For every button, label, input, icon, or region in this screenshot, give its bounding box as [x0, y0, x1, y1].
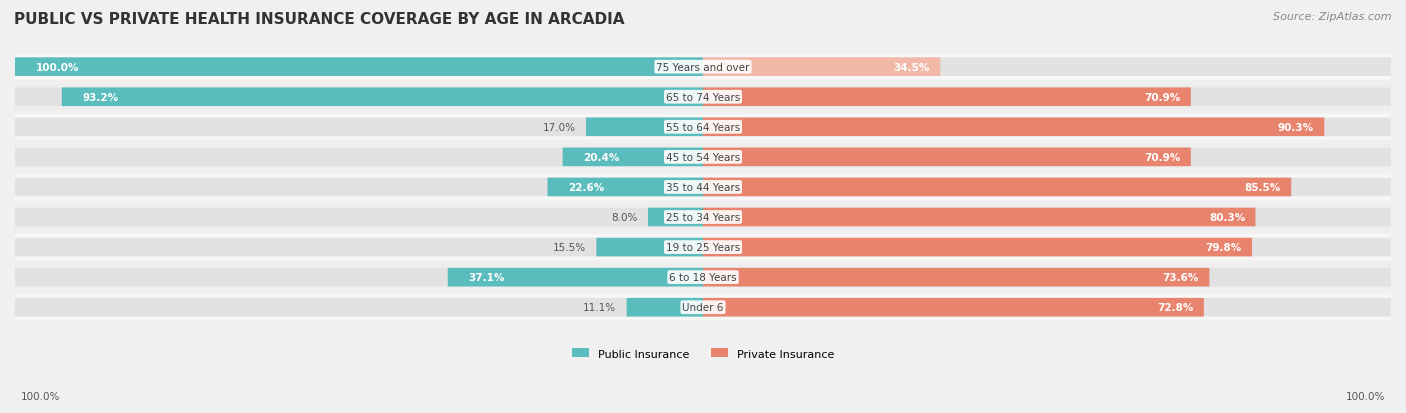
FancyBboxPatch shape: [15, 238, 703, 257]
FancyBboxPatch shape: [703, 148, 1391, 167]
FancyBboxPatch shape: [15, 88, 703, 107]
Text: 8.0%: 8.0%: [612, 213, 638, 223]
Text: 20.4%: 20.4%: [583, 152, 620, 162]
FancyBboxPatch shape: [15, 85, 1391, 110]
FancyBboxPatch shape: [15, 114, 1391, 140]
FancyBboxPatch shape: [15, 148, 703, 167]
FancyBboxPatch shape: [703, 268, 1209, 287]
FancyBboxPatch shape: [15, 55, 1391, 81]
Text: 100.0%: 100.0%: [35, 62, 79, 73]
FancyBboxPatch shape: [15, 208, 703, 227]
FancyBboxPatch shape: [703, 88, 1191, 107]
Text: 80.3%: 80.3%: [1209, 213, 1246, 223]
FancyBboxPatch shape: [703, 88, 1391, 107]
Text: 17.0%: 17.0%: [543, 123, 575, 133]
Text: 55 to 64 Years: 55 to 64 Years: [666, 123, 740, 133]
FancyBboxPatch shape: [703, 238, 1251, 257]
Text: 73.6%: 73.6%: [1163, 273, 1199, 282]
FancyBboxPatch shape: [15, 298, 703, 317]
Text: 45 to 54 Years: 45 to 54 Years: [666, 152, 740, 162]
FancyBboxPatch shape: [627, 298, 703, 317]
Text: 65 to 74 Years: 65 to 74 Years: [666, 93, 740, 102]
FancyBboxPatch shape: [586, 118, 703, 137]
Text: 90.3%: 90.3%: [1278, 123, 1315, 133]
Text: 100.0%: 100.0%: [1346, 391, 1385, 401]
Text: 93.2%: 93.2%: [83, 93, 118, 102]
Text: 22.6%: 22.6%: [568, 183, 605, 192]
Text: 25 to 34 Years: 25 to 34 Years: [666, 213, 740, 223]
Text: 37.1%: 37.1%: [468, 273, 505, 282]
FancyBboxPatch shape: [703, 238, 1391, 257]
FancyBboxPatch shape: [15, 178, 703, 197]
Legend: Public Insurance, Private Insurance: Public Insurance, Private Insurance: [568, 344, 838, 363]
FancyBboxPatch shape: [703, 178, 1391, 197]
FancyBboxPatch shape: [15, 145, 1391, 171]
FancyBboxPatch shape: [648, 208, 703, 227]
FancyBboxPatch shape: [15, 58, 703, 77]
Text: 15.5%: 15.5%: [553, 242, 586, 252]
FancyBboxPatch shape: [703, 178, 1291, 197]
FancyBboxPatch shape: [703, 268, 1391, 287]
Text: 6 to 18 Years: 6 to 18 Years: [669, 273, 737, 282]
FancyBboxPatch shape: [703, 298, 1391, 317]
Text: 35 to 44 Years: 35 to 44 Years: [666, 183, 740, 192]
FancyBboxPatch shape: [703, 118, 1324, 137]
Text: 70.9%: 70.9%: [1144, 152, 1181, 162]
FancyBboxPatch shape: [703, 58, 941, 77]
FancyBboxPatch shape: [703, 118, 1391, 137]
Text: PUBLIC VS PRIVATE HEALTH INSURANCE COVERAGE BY AGE IN ARCADIA: PUBLIC VS PRIVATE HEALTH INSURANCE COVER…: [14, 12, 624, 27]
FancyBboxPatch shape: [562, 148, 703, 167]
Text: 72.8%: 72.8%: [1157, 302, 1194, 313]
Text: 100.0%: 100.0%: [21, 391, 60, 401]
Text: Under 6: Under 6: [682, 302, 724, 313]
Text: 75 Years and over: 75 Years and over: [657, 62, 749, 73]
FancyBboxPatch shape: [703, 298, 1204, 317]
FancyBboxPatch shape: [62, 88, 703, 107]
FancyBboxPatch shape: [15, 175, 1391, 200]
FancyBboxPatch shape: [15, 58, 703, 77]
FancyBboxPatch shape: [15, 118, 703, 137]
FancyBboxPatch shape: [15, 204, 1391, 230]
FancyBboxPatch shape: [15, 235, 1391, 260]
FancyBboxPatch shape: [596, 238, 703, 257]
FancyBboxPatch shape: [703, 208, 1256, 227]
FancyBboxPatch shape: [15, 265, 1391, 290]
FancyBboxPatch shape: [703, 58, 1391, 77]
Text: Source: ZipAtlas.com: Source: ZipAtlas.com: [1274, 12, 1392, 22]
FancyBboxPatch shape: [447, 268, 703, 287]
Text: 85.5%: 85.5%: [1244, 183, 1281, 192]
FancyBboxPatch shape: [15, 268, 703, 287]
FancyBboxPatch shape: [703, 148, 1191, 167]
Text: 11.1%: 11.1%: [583, 302, 616, 313]
Text: 34.5%: 34.5%: [894, 62, 929, 73]
Text: 70.9%: 70.9%: [1144, 93, 1181, 102]
Text: 19 to 25 Years: 19 to 25 Years: [666, 242, 740, 252]
FancyBboxPatch shape: [15, 294, 1391, 320]
FancyBboxPatch shape: [547, 178, 703, 197]
FancyBboxPatch shape: [703, 208, 1391, 227]
Text: 79.8%: 79.8%: [1205, 242, 1241, 252]
